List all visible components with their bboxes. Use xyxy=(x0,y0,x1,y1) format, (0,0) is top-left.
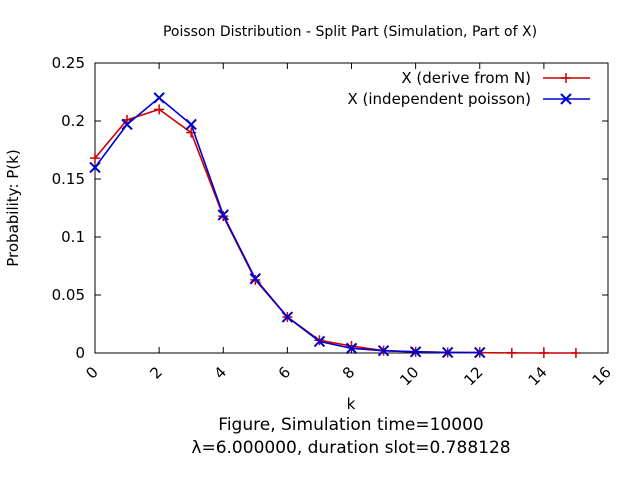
data-point xyxy=(538,348,549,358)
data-point xyxy=(570,348,581,358)
series-line xyxy=(94,108,576,354)
data-point xyxy=(313,335,326,348)
data-point xyxy=(345,342,358,355)
data-point xyxy=(506,347,517,358)
data-point xyxy=(249,273,262,285)
data-point xyxy=(90,153,100,164)
x-tick-label: 4 xyxy=(211,363,230,382)
legend-marker xyxy=(560,93,572,105)
x-tick-label: 8 xyxy=(339,363,358,382)
x-tick-label: 16 xyxy=(589,363,615,389)
x-axis-label: k xyxy=(347,395,356,413)
legend-label: X (derive from N) xyxy=(401,69,531,87)
series-layer xyxy=(89,92,581,359)
data-point xyxy=(377,344,390,357)
legend-marker xyxy=(561,73,571,83)
y-axis-label: Probability: P(k) xyxy=(4,149,22,266)
chart-title: Poisson Distribution - Split Part (Simul… xyxy=(163,24,537,40)
x-tick-label: 14 xyxy=(524,363,550,389)
legend-label: X (independent poisson) xyxy=(347,90,531,108)
data-point xyxy=(89,161,101,174)
y-tick-label: 0 xyxy=(75,344,85,362)
data-point xyxy=(153,92,165,104)
data-point xyxy=(409,346,422,358)
data-point xyxy=(217,209,229,221)
footer-simulation-time: Figure, Simulation time=10000 xyxy=(218,415,483,435)
legend: X (derive from N) X (independent poisson) xyxy=(347,69,590,108)
series-1 xyxy=(90,104,581,358)
data-point xyxy=(121,118,133,131)
y-tick-label: 0.25 xyxy=(52,54,85,72)
data-point xyxy=(441,346,454,359)
series-2 xyxy=(89,92,486,359)
data-point xyxy=(185,118,197,131)
x-tick-label: 2 xyxy=(146,363,165,382)
x-tick-label: 12 xyxy=(460,363,486,389)
y-tick-label: 0.1 xyxy=(61,228,85,246)
data-point xyxy=(474,346,486,359)
data-point xyxy=(281,311,294,323)
y-tick-label: 0.05 xyxy=(52,286,85,304)
x-tick-label: 10 xyxy=(396,363,422,389)
x-tick-label: 6 xyxy=(275,363,294,382)
y-tick-label: 0.15 xyxy=(52,170,85,188)
y-tick-label: 0.2 xyxy=(61,112,85,130)
x-tick-label: 0 xyxy=(82,363,101,382)
footer-lambda: λ=6.000000, duration slot=0.788128 xyxy=(191,438,510,458)
data-point xyxy=(154,104,165,115)
